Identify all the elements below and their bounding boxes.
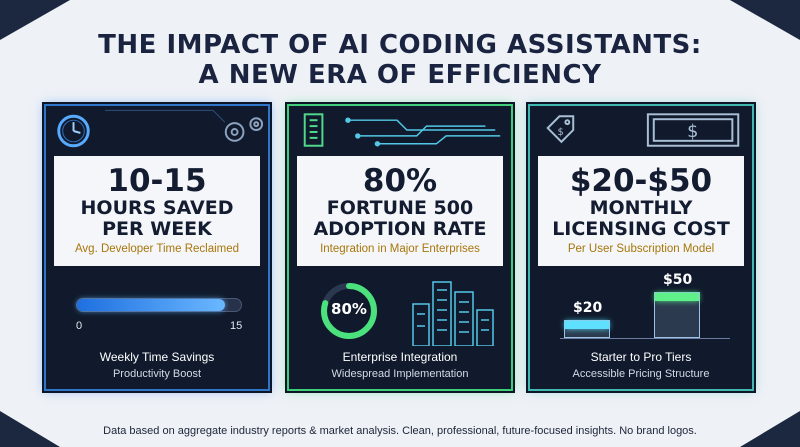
clock-icon	[57, 114, 90, 148]
office-building-icon	[303, 113, 324, 147]
stat-caption: Avg. Developer Time Reclaimed	[74, 243, 240, 255]
footer-title: Enterprise Integration	[342, 350, 458, 364]
stat-value: 80%	[362, 163, 438, 199]
progress-min-label: 0	[76, 320, 83, 332]
stat-value: 10-15	[107, 163, 207, 199]
stat-label-line-2: ADOPTION RATE	[313, 218, 487, 240]
svg-text:$: $	[558, 127, 564, 138]
page-title: THE IMPACT OF AI CODING ASSISTANTS: A NE…	[0, 30, 800, 90]
footer-title: Starter to Pro Tiers	[590, 350, 692, 364]
adoption-rate-card: 80% FORTUNE 500 ADOPTION RATE Integratio…	[287, 104, 513, 391]
time-savings-progress-bar	[76, 298, 242, 312]
stat-caption: Per User Subscription Model	[567, 243, 715, 255]
ring-value-label: 80%	[331, 300, 367, 318]
adoption-ring-chart	[321, 283, 377, 339]
stat-label-line-1: MONTHLY	[589, 197, 693, 219]
footer-subtitle: Widespread Implementation	[331, 368, 469, 380]
stat-panel	[54, 156, 260, 266]
title-line-1: THE IMPACT OF AI CODING ASSISTANTS:	[98, 30, 702, 60]
footer-subtitle: Productivity Boost	[112, 368, 202, 380]
progress-max-label: 15	[230, 320, 243, 332]
stat-label-line-1: HOURS SAVED	[80, 197, 234, 219]
dollar-bill-icon: $	[646, 113, 740, 147]
starter-price-label: $20	[573, 299, 603, 316]
progress-fill	[77, 299, 225, 311]
circuit-lines-icon	[345, 117, 501, 147]
corner-decoration	[0, 0, 70, 40]
card-header-art: $ $	[546, 113, 740, 147]
pro-price-label: $50	[663, 272, 693, 288]
footnote: Data based on aggregate industry reports…	[103, 425, 697, 437]
gears-icon	[224, 117, 264, 142]
starter-price-bar	[564, 319, 610, 338]
svg-text:$: $	[687, 122, 698, 142]
corner-decoration	[730, 0, 800, 40]
stat-panel	[538, 156, 744, 266]
footer-subtitle: Accessible Pricing Structure	[572, 368, 710, 380]
stat-label-line-2: LICENSING COST	[552, 218, 730, 240]
footer-title: Weekly Time Savings	[99, 350, 215, 364]
corner-decoration	[740, 411, 800, 447]
pro-price-bar	[654, 292, 700, 338]
hours-saved-card: 10-15 HOURS SAVED PER WEEK Avg. Develope…	[44, 104, 270, 391]
stat-label-line-2: PER WEEK	[102, 218, 212, 240]
price-tag-icon: $	[546, 115, 575, 144]
card-header-art	[303, 113, 501, 147]
skyline-icon	[412, 281, 494, 346]
ring-progress-arc	[321, 283, 377, 339]
card-header-art	[57, 109, 264, 148]
price-baseline	[560, 338, 730, 339]
title-line-2: A NEW ERA OF EFFICIENCY	[198, 60, 602, 90]
stat-caption: Integration in Major Enterprises	[320, 243, 480, 255]
licensing-cost-card: $ $ $20-$50 MONTHLY LICENSING COST Per U…	[528, 104, 754, 391]
corner-decoration	[0, 411, 60, 447]
stat-value: $20-$50	[569, 163, 713, 199]
stat-label-line-1: FORTUNE 500	[326, 197, 474, 219]
stat-panel	[297, 156, 503, 266]
